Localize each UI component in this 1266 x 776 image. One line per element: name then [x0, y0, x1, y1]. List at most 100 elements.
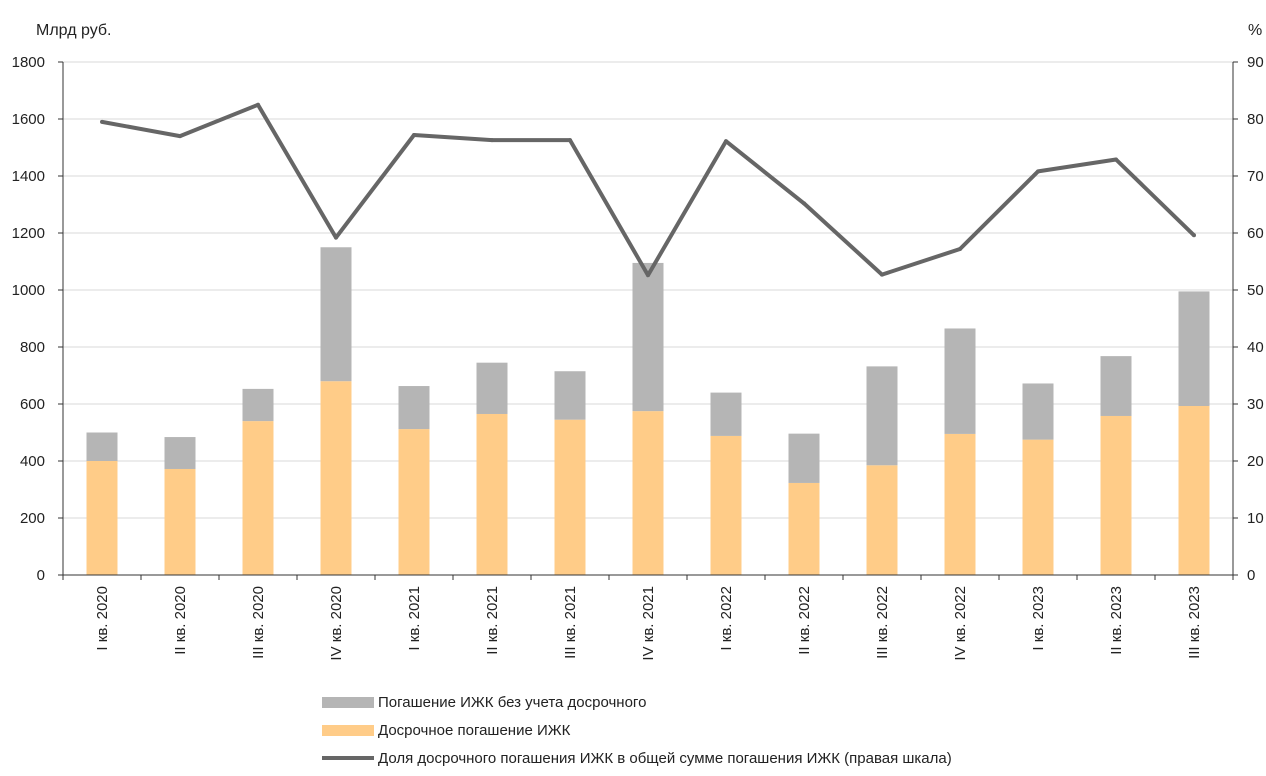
y2-tick-label: 10 — [1247, 510, 1264, 527]
x-tick-label: IV кв. 2020 — [328, 586, 345, 661]
share-line-point — [334, 235, 338, 240]
share-line — [100, 102, 1196, 278]
share-line-point — [568, 138, 572, 143]
legend-label: Доля досрочного погашения ИЖК в общей су… — [378, 749, 952, 767]
bar-segment — [1100, 415, 1132, 575]
legend-swatch-line — [322, 756, 374, 760]
share-line-path — [101, 102, 1196, 278]
x-tick-label: III кв. 2021 — [562, 586, 579, 659]
chart: Млрд руб. % 0200400600800100012001400160… — [12, 22, 1264, 661]
right-tick-labels: 0 10 20 30 40 50 60 70 80 90 — [1247, 54, 1264, 584]
bar-segment — [242, 421, 274, 575]
bar-segment — [320, 247, 352, 382]
share-line-point — [256, 102, 260, 107]
bar-segment — [866, 366, 898, 466]
bar-segment — [398, 429, 430, 575]
x-tick-label: III кв. 2020 — [250, 586, 267, 659]
legend-label: Погашение ИЖК без учета досрочного — [378, 693, 647, 711]
share-line-point — [880, 272, 884, 277]
y2-tick-label: 70 — [1247, 168, 1264, 185]
left-tick-labels: 0 200 400 600 800 1000 1200 1400 1600 1800 — [12, 54, 45, 584]
legend-swatch-orange — [322, 724, 374, 736]
y-tick-label: 1800 — [12, 54, 45, 71]
y2-tick-label: 40 — [1247, 339, 1264, 356]
y2-tick-label: 30 — [1247, 396, 1264, 413]
y2-tick-label: 60 — [1247, 225, 1264, 242]
x-tick-label: II кв. 2021 — [484, 586, 501, 655]
bar-segment — [320, 381, 352, 575]
share-line-point — [412, 132, 416, 137]
x-tick-label: II кв. 2022 — [796, 586, 813, 655]
legend-label: Досрочное погашение ИЖК — [378, 721, 571, 739]
legend-item-share: Доля досрочного погашения ИЖК в общей су… — [322, 746, 952, 770]
bar-segment — [1022, 383, 1054, 440]
y2-tick-label: 80 — [1247, 111, 1264, 128]
share-line-point — [646, 273, 650, 278]
share-line-point — [958, 246, 962, 251]
x-tick-label: III кв. 2022 — [874, 586, 891, 659]
share-line-point — [1192, 233, 1196, 238]
y2-tick-label: 90 — [1247, 54, 1264, 71]
bar-segment — [710, 435, 742, 575]
x-tick-label: I кв. 2023 — [1030, 586, 1047, 651]
bar-segment — [632, 262, 664, 412]
bar-segment — [944, 328, 976, 434]
axes — [58, 61, 1238, 580]
y-tick-label: 1600 — [12, 111, 45, 128]
y-tick-label: 400 — [20, 453, 45, 470]
bars — [86, 247, 1210, 575]
y2-tick-label: 50 — [1247, 282, 1264, 299]
bar-segment — [632, 411, 664, 575]
x-tick-label: IV кв. 2021 — [640, 586, 657, 661]
bar-segment — [1178, 405, 1210, 575]
x-tick-label: IV кв. 2022 — [952, 586, 969, 661]
share-line-point — [802, 201, 806, 206]
bar-segment — [476, 362, 508, 414]
x-tick-label: II кв. 2020 — [172, 586, 189, 655]
bar-segment — [164, 437, 196, 469]
bar-segment — [788, 433, 820, 483]
bar-segment — [86, 432, 118, 461]
x-tick-labels: I кв. 2020 II кв. 2020 III кв. 2020 IV кв. … — [94, 586, 1203, 661]
share-line-point — [100, 119, 104, 124]
bar-segment — [86, 461, 118, 575]
bar-segment — [554, 419, 586, 575]
legend: Погашение ИЖК без учета досрочного Досро… — [322, 690, 952, 774]
y-tick-label: 800 — [20, 339, 45, 356]
share-line-point — [490, 138, 494, 143]
bar-segment — [242, 388, 274, 422]
x-tick-label: I кв. 2021 — [406, 586, 423, 651]
bar-segment — [1100, 356, 1132, 416]
x-tick-label: III кв. 2023 — [1186, 586, 1203, 659]
share-line-point — [1114, 157, 1118, 162]
bar-segment — [398, 386, 430, 430]
bar-segment — [944, 433, 976, 575]
bar-segment — [1178, 291, 1210, 406]
y2-tick-label: 20 — [1247, 453, 1264, 470]
x-tick-label: I кв. 2022 — [718, 586, 735, 651]
y-tick-label: 1000 — [12, 282, 45, 299]
share-line-point — [1036, 169, 1040, 174]
bar-segment — [476, 413, 508, 575]
y-tick-label: 200 — [20, 510, 45, 527]
share-line-point — [724, 139, 728, 144]
right-axis-unit: % — [1248, 22, 1262, 39]
y2-tick-label: 0 — [1247, 567, 1255, 584]
legend-item-regular: Погашение ИЖК без учета досрочного — [322, 690, 952, 714]
left-axis-unit: Млрд руб. — [36, 22, 111, 39]
bar-segment — [866, 465, 898, 575]
share-line-point — [178, 134, 182, 139]
bar-segment — [164, 468, 196, 575]
y-tick-label: 600 — [20, 396, 45, 413]
bar-segment — [1022, 439, 1054, 575]
x-tick-label: II кв. 2023 — [1108, 586, 1125, 655]
legend-item-early: Досрочное погашение ИЖК — [322, 718, 952, 742]
bar-segment — [788, 482, 820, 575]
y-tick-label: 1200 — [12, 225, 45, 242]
legend-swatch-gray — [322, 696, 374, 708]
y-tick-label: 1400 — [12, 168, 45, 185]
x-tick-label: I кв. 2020 — [94, 586, 111, 651]
bar-segment — [554, 371, 586, 420]
y-tick-label: 0 — [37, 567, 45, 584]
bar-segment — [710, 392, 742, 436]
